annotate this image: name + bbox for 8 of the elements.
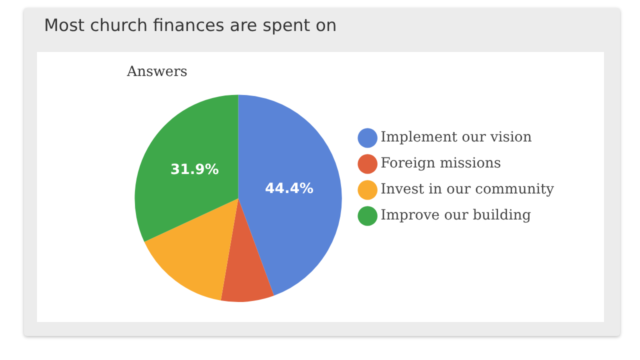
data-label: 31.9% (170, 162, 219, 178)
legend-label: Invest in our community (380, 182, 554, 198)
legend-label: Improve our building (380, 208, 532, 224)
chart-subtitle: Answers (126, 64, 188, 80)
data-label: 44.4% (265, 180, 314, 197)
chart-title: Most church finances are spent on (44, 16, 337, 36)
legend-label: Implement our vision (380, 130, 532, 146)
legend-label: Foreign missions (380, 156, 502, 172)
